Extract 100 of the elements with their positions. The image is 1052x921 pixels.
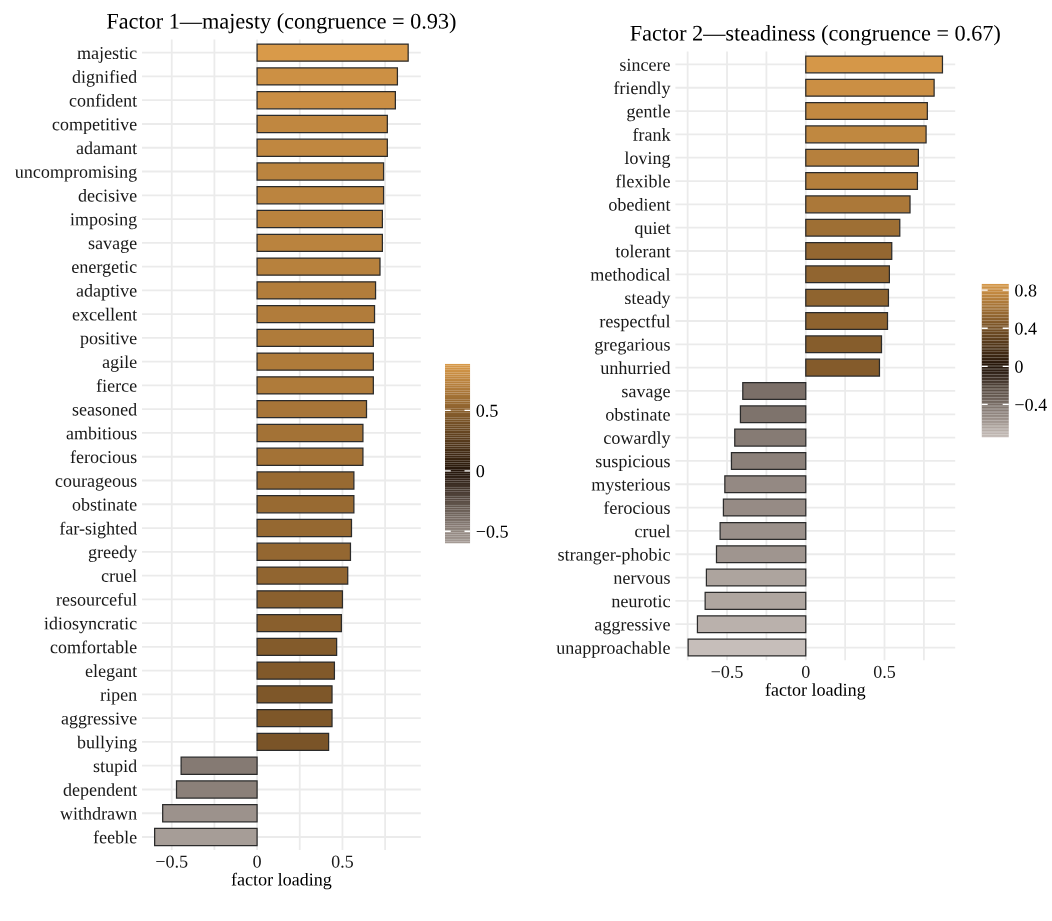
y-tick-label: suspicious xyxy=(596,455,670,472)
bar xyxy=(180,756,258,775)
bar xyxy=(805,102,928,121)
y-tick-label: flexible xyxy=(615,174,670,188)
x-tick-label: 0 xyxy=(253,855,261,868)
y-tick-label: resourceful xyxy=(56,592,137,606)
y-tick-label: confident xyxy=(69,93,138,107)
y-tick-label: neurotic xyxy=(611,595,670,608)
y-tick-label: idiosyncratic xyxy=(44,616,137,634)
bar xyxy=(805,218,901,237)
bar xyxy=(256,661,336,680)
bar xyxy=(256,400,368,419)
bar xyxy=(734,428,807,447)
bar xyxy=(256,114,388,134)
bar xyxy=(805,311,889,331)
y-tick-label: uncompromising xyxy=(15,165,137,182)
bar xyxy=(256,518,353,538)
bar xyxy=(256,281,377,300)
x-tick-label: 0.5 xyxy=(873,665,896,678)
y-tick-label: gregarious xyxy=(595,338,670,355)
y-tick-label: obstinate xyxy=(606,408,670,421)
bar xyxy=(805,288,890,307)
y-tick-label: unapproachable xyxy=(556,641,670,658)
y-tick-label: adamant xyxy=(76,141,138,155)
bar xyxy=(722,498,807,517)
y-tick-label: tolerant xyxy=(615,244,671,258)
y-tick-label: ferocious xyxy=(70,450,137,464)
bar xyxy=(256,304,376,324)
color-bar-label: 0.4 xyxy=(1015,322,1037,335)
y-tick-label: greedy xyxy=(88,545,138,562)
x-axis-title: factor loading xyxy=(231,872,332,890)
y-tick-label: sincere xyxy=(620,58,670,71)
y-tick-label: cowardly xyxy=(604,431,671,448)
bar xyxy=(719,521,807,540)
color-bar-label: 0.8 xyxy=(1015,284,1037,297)
y-tick-label: imposing xyxy=(70,213,137,230)
bar xyxy=(256,67,399,86)
y-tick-label: elegant xyxy=(85,664,138,681)
y-tick-label: savage xyxy=(88,239,137,253)
color-bar-label: 0.5 xyxy=(476,404,498,417)
bar xyxy=(256,732,330,752)
y-tick-label: ambitious xyxy=(66,426,137,440)
bar xyxy=(256,91,396,110)
y-tick-label: steady xyxy=(625,291,671,308)
bar xyxy=(162,804,258,823)
y-tick-label: unhurried xyxy=(600,361,671,375)
bar xyxy=(805,125,927,144)
y-tick-label: methodical xyxy=(590,268,671,281)
bar xyxy=(256,352,374,371)
x-tick-label: −0.5 xyxy=(711,665,743,678)
bar xyxy=(256,613,343,633)
y-tick-label: seasoned xyxy=(72,402,137,416)
bar xyxy=(715,545,807,564)
y-tick-label: ferocious xyxy=(603,501,670,515)
y-tick-label: mysterious xyxy=(591,478,670,495)
bar xyxy=(175,780,258,799)
bar xyxy=(805,55,944,74)
y-tick-label: positive xyxy=(80,332,137,348)
color-bar-label: −0.4 xyxy=(1015,398,1047,411)
y-tick-label: fierce xyxy=(96,378,137,392)
bar xyxy=(739,405,807,424)
y-tick-label: comfortable xyxy=(50,640,137,654)
y-tick-label: aggressive xyxy=(594,618,670,635)
bar xyxy=(256,328,374,348)
bar xyxy=(256,447,364,466)
bar xyxy=(256,376,374,395)
x-tick-label: 0 xyxy=(801,665,810,678)
y-tick-label: dignified xyxy=(72,70,137,87)
bar xyxy=(705,568,807,587)
bar xyxy=(805,172,919,191)
y-tick-label: decisive xyxy=(78,189,137,202)
bar xyxy=(805,335,883,354)
bar xyxy=(687,638,807,657)
y-tick-label: dependent xyxy=(63,783,138,800)
bar xyxy=(730,451,807,470)
bar xyxy=(256,186,385,205)
y-tick-label: respectful xyxy=(599,314,671,332)
bar xyxy=(256,162,385,181)
chart-title: Factor 2—steadiness (congruence = 0.67) xyxy=(630,25,1000,46)
bar xyxy=(805,358,881,377)
bar xyxy=(256,233,384,252)
y-tick-label: nervous xyxy=(613,575,670,584)
y-tick-label: ripen xyxy=(100,688,137,705)
y-tick-label: aggressive xyxy=(61,712,137,729)
y-tick-label: obstinate xyxy=(72,498,137,511)
bar xyxy=(256,708,333,728)
bar xyxy=(256,542,352,561)
bar xyxy=(256,138,388,157)
color-bar-label: −0.5 xyxy=(476,525,508,538)
y-tick-label: feeble xyxy=(93,830,137,844)
bar xyxy=(154,827,258,847)
color-bar-label: 0 xyxy=(476,465,485,478)
y-tick-label: energetic xyxy=(72,260,137,277)
y-tick-label: friendly xyxy=(613,81,671,98)
bar xyxy=(256,685,333,704)
y-tick-label: bullying xyxy=(76,735,137,753)
y-tick-label: quiet xyxy=(635,221,671,238)
y-tick-label: majestic xyxy=(77,46,137,63)
y-tick-label: savage xyxy=(622,387,670,402)
y-tick-label: courageous xyxy=(55,477,137,491)
